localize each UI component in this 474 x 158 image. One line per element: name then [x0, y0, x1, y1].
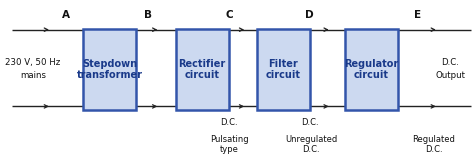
Bar: [257, 29, 310, 110]
Bar: [175, 29, 229, 110]
Text: B: B: [144, 10, 152, 20]
Text: D: D: [305, 10, 314, 20]
Bar: [345, 29, 398, 110]
Text: D.C.: D.C.: [301, 118, 319, 127]
Text: Filter
circuit: Filter circuit: [266, 59, 301, 80]
Text: C: C: [225, 10, 233, 20]
Text: A: A: [62, 10, 70, 20]
Text: Output: Output: [435, 71, 465, 80]
Text: Unregulated
D.C.: Unregulated D.C.: [285, 135, 337, 155]
Text: Stepdown
transformer: Stepdown transformer: [77, 59, 143, 80]
Text: Regulated
D.C.: Regulated D.C.: [412, 135, 456, 155]
Text: mains: mains: [20, 71, 46, 80]
Text: Pulsating
type: Pulsating type: [210, 135, 248, 155]
Text: Rectifier
circuit: Rectifier circuit: [179, 59, 226, 80]
Bar: [83, 29, 136, 110]
Text: Regulator
circuit: Regulator circuit: [344, 59, 399, 80]
Text: E: E: [414, 10, 421, 20]
Text: D.C.: D.C.: [441, 58, 459, 67]
Text: D.C.: D.C.: [220, 118, 238, 127]
Text: 230 V, 50 Hz: 230 V, 50 Hz: [6, 58, 61, 67]
